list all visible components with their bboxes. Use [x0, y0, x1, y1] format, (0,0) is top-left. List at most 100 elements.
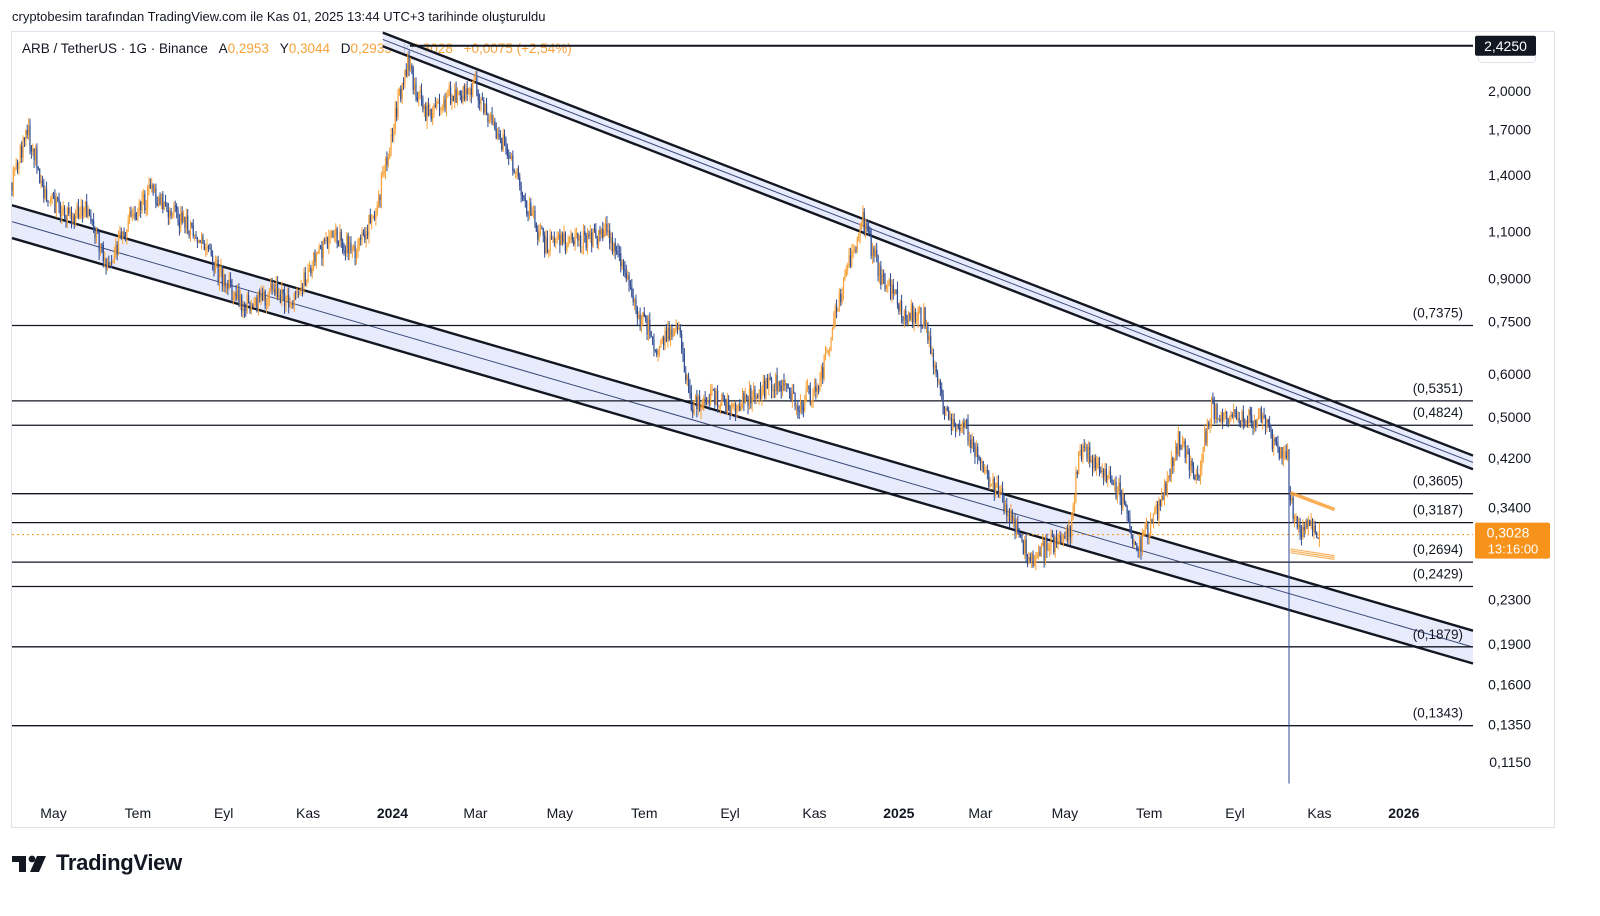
candle-body: [330, 230, 333, 236]
candle-body: [722, 394, 724, 396]
candle-body: [1089, 446, 1091, 463]
candle-body: [1046, 539, 1048, 551]
candle-body: [699, 396, 701, 412]
candle-body: [1108, 471, 1110, 476]
candle-body: [562, 233, 564, 243]
candle-body: [210, 249, 212, 256]
candle-body: [41, 180, 44, 186]
candle-body: [1042, 541, 1044, 547]
candle-body: [1179, 431, 1181, 450]
candle-body: [283, 293, 286, 307]
candle-body: [111, 262, 113, 264]
candle-body: [1031, 553, 1033, 561]
candle-body: [1054, 537, 1056, 553]
candle-body: [19, 145, 21, 162]
candle-body: [200, 236, 203, 243]
candle-body: [610, 237, 612, 244]
candle-body: [87, 209, 89, 218]
candle-body: [52, 193, 55, 196]
chart-legend: ARB / TetherUS · 1G · Binance A0,2953 Y0…: [22, 41, 572, 56]
tradingview-logo-icon: [12, 855, 46, 872]
candle-body: [512, 155, 514, 171]
candle-body: [32, 148, 34, 152]
candle-body: [404, 69, 406, 84]
candle-body: [1208, 423, 1210, 426]
candle-body: [1252, 422, 1254, 429]
candle-body: [503, 134, 506, 140]
candle-body: [83, 211, 85, 217]
candle-body: [485, 103, 488, 114]
candle-body: [954, 424, 957, 431]
candle-body: [11, 183, 13, 191]
candle-body: [12, 169, 14, 191]
candle-body: [246, 295, 248, 311]
candle-body: [124, 236, 127, 239]
candle-body: [1018, 532, 1020, 535]
candle-body: [697, 396, 699, 410]
candle-body: [444, 99, 446, 109]
candle-body: [23, 137, 26, 141]
candle-body: [1003, 494, 1005, 513]
candle-body: [1291, 497, 1293, 501]
candle-body: [997, 482, 1000, 498]
candle-body: [696, 396, 698, 410]
symbol-label[interactable]: ARB / TetherUS · 1G · Binance: [22, 41, 208, 56]
candle-body: [358, 237, 360, 246]
candle-body: [661, 337, 663, 341]
candle-body: [247, 295, 250, 304]
candle-body: [138, 201, 140, 210]
candle-body: [120, 232, 122, 240]
candle-body: [635, 299, 637, 308]
candle-body: [516, 168, 518, 172]
candle-body: [402, 83, 405, 85]
candle-body: [430, 108, 432, 120]
level-label: (0,7375): [1413, 306, 1463, 321]
candle-body: [437, 100, 439, 102]
candle-body: [1133, 541, 1135, 545]
candle-body: [974, 444, 976, 457]
candle-body: [582, 231, 584, 247]
candle-body: [621, 261, 623, 267]
candle-body: [277, 282, 279, 298]
candle-body: [1300, 532, 1303, 538]
candle-body: [1044, 539, 1047, 561]
candle-body: [166, 205, 168, 210]
candle-body: [671, 329, 673, 336]
candle-body: [1058, 535, 1060, 540]
candle-body: [259, 291, 261, 298]
candle-body: [362, 232, 365, 235]
candle-body: [840, 293, 842, 303]
candle-body: [956, 426, 958, 431]
candle-body: [967, 420, 969, 442]
candle-body: [993, 478, 995, 495]
candle-body: [1085, 446, 1087, 448]
candle-body: [615, 251, 618, 253]
candle-body: [607, 230, 609, 233]
candle-body: [1287, 449, 1289, 458]
tradingview-logo[interactable]: TradingView: [12, 850, 182, 876]
lower-channel-top-line: [11, 204, 1474, 632]
candle-body: [1064, 536, 1066, 538]
candle-body: [212, 255, 214, 264]
candle-body: [209, 248, 211, 250]
candle-body: [844, 276, 846, 281]
candle-body: [199, 240, 201, 243]
candle-body: [1241, 411, 1243, 424]
candle-body: [674, 330, 676, 335]
candle-body: [1188, 452, 1190, 471]
time-axis-label: Tem: [1136, 805, 1162, 821]
candle-body: [1269, 423, 1271, 428]
candle-body: [550, 236, 553, 239]
candle-body: [383, 171, 385, 173]
candle-body: [902, 316, 904, 321]
candle-body: [620, 253, 622, 267]
candle-body: [1281, 447, 1283, 458]
candle-body: [768, 377, 770, 388]
candle-body: [953, 419, 955, 425]
candle-body: [797, 406, 799, 411]
candle-body: [97, 230, 99, 232]
candle-body: [862, 211, 864, 223]
candle-body: [570, 233, 572, 238]
time-axis-label: 2025: [883, 805, 914, 821]
